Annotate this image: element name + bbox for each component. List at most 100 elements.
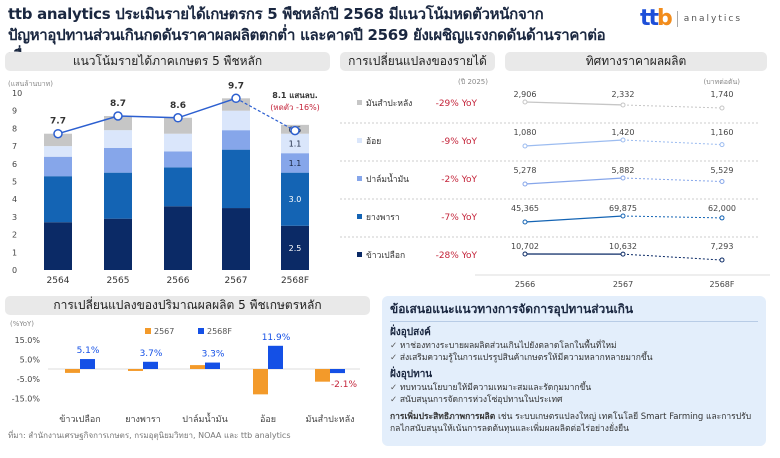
- price-label: 62,000: [708, 204, 736, 213]
- y-tick-label: 15.0%: [15, 336, 41, 345]
- data-label: 3.7%: [140, 349, 163, 359]
- total-point: [231, 93, 241, 104]
- price-line: [524, 215, 624, 223]
- y-tick-label: 0: [12, 266, 17, 275]
- volume-change-header: การเปลี่ยนแปลงของปริมาณผลผลิต 5 พืชเกษตร…: [5, 296, 370, 315]
- price-label: 2,332: [612, 90, 635, 99]
- legend-swatch-cassava: [357, 100, 362, 105]
- bar-2568F: [205, 362, 220, 369]
- bar-2568F: [330, 369, 345, 374]
- ttb-logo: ttb analytics: [640, 6, 742, 31]
- demand-item: หาช่องทางระบายผลผลิตส่วนเกินไปยังตลาดโลก…: [390, 340, 758, 352]
- price-point: [620, 213, 626, 219]
- price-label: 45,365: [511, 204, 539, 213]
- legend-swatch-2568F: [198, 328, 204, 334]
- price-label: 1,740: [711, 90, 734, 99]
- income-change-header: การเปลี่ยนแปลงของรายได้: [340, 52, 495, 71]
- bar-segment-rice: [44, 222, 72, 270]
- price-point: [719, 257, 725, 263]
- price-point: [719, 105, 725, 111]
- price-point: [620, 102, 626, 108]
- bar-2568F: [143, 361, 158, 369]
- y-tick-label: 5: [12, 178, 17, 187]
- supply-item: สนับสนุนการจัดการห่วงโซ่อุปทานในประเทศ: [390, 394, 758, 406]
- y-tick-label: 6: [12, 160, 17, 169]
- legend-swatch-rubber: [357, 214, 362, 219]
- bar-segment-rubber: [164, 167, 192, 207]
- income-yoy: -2% YoY: [441, 175, 477, 185]
- bar-segment-rice: [281, 225, 309, 270]
- x-tick-label: 2567: [613, 280, 633, 289]
- logo-text: analytics: [683, 13, 743, 24]
- y-tick-label: 4: [12, 195, 17, 204]
- productivity-bold: การเพิ่มประสิทธิภาพการผลิต: [390, 412, 496, 422]
- y-axis-label: (%YoY): [10, 320, 34, 328]
- total-point: [113, 111, 123, 121]
- price-point: [719, 215, 725, 221]
- total-point: [173, 113, 183, 123]
- bar-2567: [128, 369, 143, 371]
- income-yoy: -7% YoY: [441, 213, 477, 223]
- bar-segment-palm: [222, 130, 250, 150]
- bar-2567: [65, 369, 80, 373]
- crop-label: ข้าวเปลือก: [366, 250, 405, 261]
- supply-item: ทบทวนนโยบายให้มีความเหมาะสมและรัดกุมมากข…: [390, 382, 758, 394]
- price-point: [522, 181, 528, 187]
- year-note: (ปี 2025): [458, 78, 488, 86]
- total-line: [57, 97, 237, 135]
- price-line: [524, 101, 624, 106]
- bar-segment-rice: [104, 218, 132, 270]
- legend-label: 2568F: [207, 327, 232, 336]
- x-tick-label: อ้อย: [260, 414, 276, 425]
- price-label: 5,882: [612, 166, 635, 175]
- segment-label: 1.1: [289, 139, 302, 148]
- income-stacked-bar-chart: (แสนล้านบาท) 0 1 2 3 4 5 6 7 8 9 10 2564 2565 2566 2567…: [8, 80, 320, 286]
- data-label: 5.1%: [77, 346, 100, 356]
- price-label: 10,702: [511, 242, 539, 251]
- income-yoy: -9% YoY: [441, 137, 477, 147]
- bar-segment-rice: [164, 206, 192, 270]
- x-tick-label: มันสำปะหลัง: [305, 414, 354, 425]
- y-axis-label: (แสนล้านบาท): [8, 80, 53, 88]
- productivity-text: เช่น ระบบเกษตรแปลงใหญ่ เทคโนโลยี Smart F…: [390, 412, 752, 434]
- legend-swatch-2567: [145, 328, 151, 334]
- total-point: [53, 128, 63, 139]
- price-point: [620, 137, 626, 143]
- bar-2567: [253, 369, 268, 395]
- demand-item: ส่งเสริมความรู้ในการแปรรูปสินค้าเกษตรให้…: [390, 352, 758, 364]
- y-tick-label: 7: [12, 142, 17, 151]
- price-point: [522, 143, 528, 149]
- bar-segment-sugarcane: [104, 130, 132, 148]
- total-label: 9.7: [228, 81, 244, 91]
- price-point: [522, 99, 528, 105]
- bar-segment-palm: [164, 151, 192, 168]
- price-point: [620, 251, 626, 257]
- bar-segment-rubber: [44, 176, 72, 223]
- legend-swatch-rice: [357, 252, 362, 257]
- data-label: 3.3%: [202, 350, 225, 360]
- y-tick-label: -15.0%: [12, 394, 41, 403]
- bar-segment-rubber: [104, 172, 132, 219]
- productivity-note: การเพิ่มประสิทธิภาพการผลิต เช่น ระบบเกษต…: [390, 411, 758, 435]
- income-change-and-price-chart: (ปี 2025) (บาทต่อตัน) มันสำปะหลัง -29% YoY 2…: [340, 78, 770, 289]
- legend-swatch-sugarcane: [357, 138, 362, 143]
- bar-segment-cassava: [44, 133, 72, 147]
- y-tick-label: 3: [12, 213, 17, 222]
- price-label: 1,080: [514, 128, 537, 137]
- x-tick-label: ข้าวเปลือก: [59, 414, 100, 425]
- bar-2568F: [80, 359, 95, 369]
- y-tick-label: 9: [12, 107, 17, 116]
- crop-label: อ้อย: [366, 136, 381, 147]
- price-label: 1,160: [711, 128, 734, 137]
- bar-2568F: [268, 345, 283, 369]
- y-tick-label: 10: [12, 89, 22, 98]
- total-label: 8.7: [110, 99, 126, 109]
- price-line: [524, 139, 624, 147]
- legend-label: 2567: [154, 327, 174, 336]
- supply-title: ฝั่งอุปทาน: [390, 369, 433, 380]
- volume-change-bar-chart: (%YoY) 15.0% 5.0% -5.0% -15.0% 2567 2568F 5.1% ข…: [10, 320, 360, 425]
- price-trend-header: ทิศทางราคาผลผลิต: [505, 52, 767, 71]
- x-tick-label: 2568F: [710, 280, 735, 289]
- x-tick-label: 2566: [167, 276, 190, 286]
- income-trend-header: แนวโน้มรายได้ภาคเกษตร 5 พืชหลัก: [5, 52, 330, 71]
